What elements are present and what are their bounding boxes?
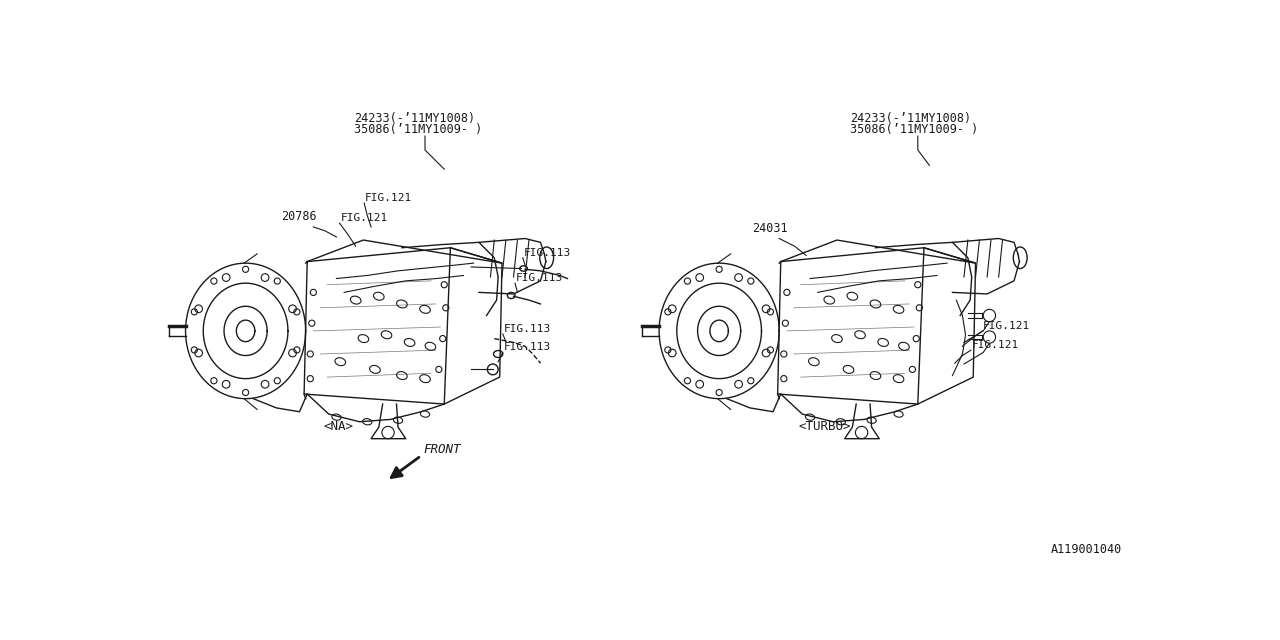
Text: FIG.121: FIG.121 [365, 193, 412, 203]
Text: <NA>: <NA> [324, 420, 353, 433]
Text: <TURBO>: <TURBO> [799, 420, 851, 433]
Text: FIG.113: FIG.113 [516, 273, 563, 283]
Text: FIG.121: FIG.121 [340, 213, 388, 223]
Text: 35086(’11MY1009- ): 35086(’11MY1009- ) [355, 123, 483, 136]
Text: FIG.121: FIG.121 [983, 321, 1030, 331]
Text: FIG.121: FIG.121 [972, 340, 1019, 350]
Text: 24233(-’11MY1008): 24233(-’11MY1008) [355, 112, 475, 125]
Text: 35086(’11MY1009- ): 35086(’11MY1009- ) [850, 123, 978, 136]
Text: FRONT: FRONT [424, 443, 461, 456]
Text: 20786: 20786 [282, 210, 316, 223]
Text: FIG.113: FIG.113 [503, 342, 550, 353]
Text: A119001040: A119001040 [1051, 543, 1121, 556]
Text: 24233(-’11MY1008): 24233(-’11MY1008) [850, 112, 972, 125]
Text: FIG.113: FIG.113 [503, 324, 550, 334]
Text: 24031: 24031 [753, 221, 788, 235]
Text: FIG.113: FIG.113 [524, 248, 571, 258]
